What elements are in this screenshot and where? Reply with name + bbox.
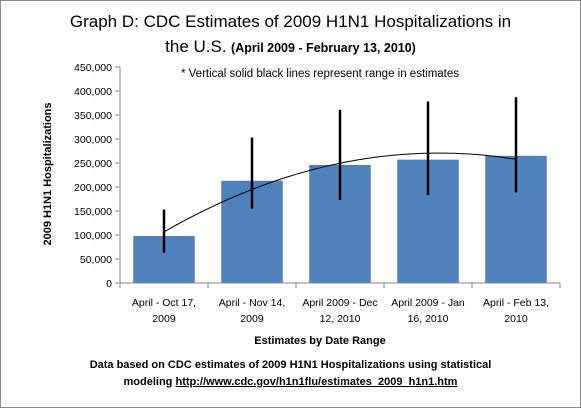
x-axis-title: Estimates by Date Range xyxy=(254,335,385,347)
chart-title-main: the U.S. xyxy=(165,37,227,56)
y-tick-label: 0 xyxy=(106,278,112,290)
y-tick-label: 100,000 xyxy=(74,230,112,242)
y-tick-label: 250,000 xyxy=(74,158,112,170)
axes-layer xyxy=(119,67,560,284)
y-axis-title: 2009 H1N1 Hospitalizations xyxy=(42,102,54,245)
chart-title-line2: the U.S. (April 2009 - February 13, 2010… xyxy=(0,37,581,57)
y-tick-label: 350,000 xyxy=(74,110,112,122)
chart-annotation: * Vertical solid black lines represent r… xyxy=(181,68,459,80)
footer-text: Data based on CDC estimates of 2009 H1N1… xyxy=(89,359,492,371)
source-link[interactable]: http://www.cdc.gov/h1n1flu/estimates_200… xyxy=(175,376,458,388)
footer-source: modeling http://www.cdc.gov/h1n1flu/esti… xyxy=(0,374,581,391)
y-tick-label: 400,000 xyxy=(74,86,112,98)
x-tick-label: April - Feb 13, 2010 xyxy=(483,297,549,325)
y-tick-label: 450,000 xyxy=(74,62,112,74)
y-tick-label: 200,000 xyxy=(74,182,112,194)
y-tick-label: 300,000 xyxy=(74,134,112,146)
chart-title-line1: Graph D: CDC Estimates of 2009 H1N1 Hosp… xyxy=(69,12,512,31)
range-lines-layer xyxy=(162,97,518,253)
footer-note: Data based on CDC estimates of 2009 H1N1… xyxy=(0,357,581,391)
y-ticks-layer: 0 50,000 100,000 150,000 200,000 250,000 300,0… xyxy=(74,62,120,290)
x-tick-label: April - Oct 17, 2009 xyxy=(132,297,196,325)
y-tick-label: 150,000 xyxy=(74,206,112,218)
x-tick-label: April 2009 - Dec 12, 2010 xyxy=(302,297,377,325)
footer-prefix: modeling xyxy=(123,376,176,388)
chart-title-subtitle: (April 2009 - February 13, 2010) xyxy=(231,41,416,55)
x-ticks-layer: April - Oct 17, 2009 April - Nov 14, 2009 Ap… xyxy=(119,283,561,325)
y-tick-label: 50,000 xyxy=(80,254,112,266)
x-tick-label: April - Nov 14, 2009 xyxy=(219,297,286,325)
x-tick-label: April 2009 - Jan 16, 2010 xyxy=(391,297,465,325)
